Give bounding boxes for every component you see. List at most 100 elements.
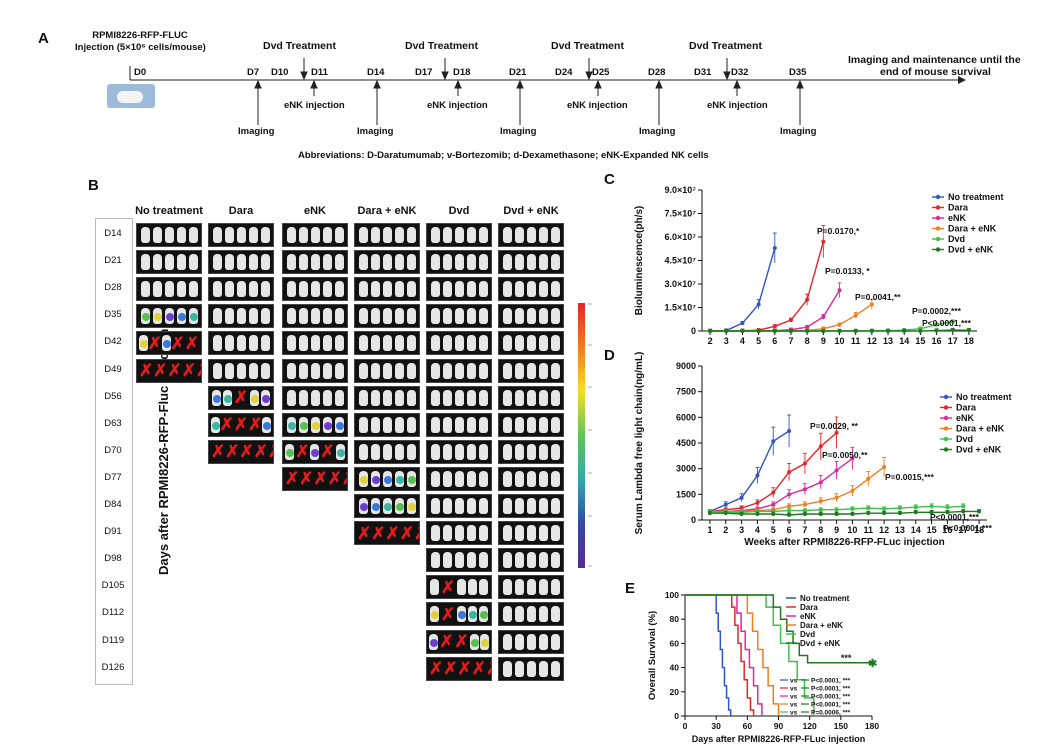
- day-label: D10: [271, 67, 289, 78]
- data-point: [961, 509, 966, 514]
- imaging-cell: [208, 331, 274, 356]
- survival-curve: [685, 594, 872, 664]
- mouse-image: [466, 525, 476, 542]
- deceased-mark: ✗: [342, 470, 347, 487]
- group-header: No treatment: [135, 205, 203, 217]
- day-row-label: D70: [104, 444, 122, 456]
- data-point: [787, 470, 792, 475]
- survival-chart: E 0 20 40 60 80 100 0 30 60 90 120 150 180 Days after …: [625, 580, 879, 744]
- mouse-image: [310, 443, 320, 460]
- mouse-image: [502, 362, 512, 379]
- y-tick-label: 0: [691, 515, 696, 525]
- mouse-image: [335, 443, 345, 460]
- imaging-cell: ✗: [426, 575, 492, 600]
- data-point: [771, 502, 776, 507]
- mouse-image: [286, 389, 296, 406]
- mouse-image: [212, 281, 222, 298]
- day-label: D17: [415, 67, 433, 78]
- mouse-image: [526, 335, 536, 352]
- mouse-image: [188, 308, 198, 325]
- day-row-label: D63: [104, 417, 122, 429]
- mouse-image: [286, 308, 296, 325]
- mouse-image: [430, 227, 440, 244]
- survival-curve: [685, 594, 763, 716]
- imaging-cell: [498, 331, 564, 356]
- x-tick-label: 18: [964, 336, 974, 345]
- y-tick-label: 1.5×10⁷: [665, 303, 697, 313]
- data-point: [869, 302, 874, 307]
- mouse-image: [430, 335, 440, 352]
- data-point: [945, 505, 950, 510]
- mouse-image: [502, 416, 512, 433]
- mouse-image: [550, 389, 560, 406]
- mouse-image: [550, 443, 560, 460]
- mouse-image: [394, 362, 404, 379]
- mouse-image: [176, 254, 186, 271]
- mouse-image: [382, 281, 392, 298]
- mouse-image: [139, 335, 148, 352]
- imaging-cell: [208, 358, 274, 383]
- data-point: [869, 329, 874, 333]
- deceased-mark: ✗: [211, 442, 226, 462]
- mouse-image: [526, 552, 536, 569]
- mouse-image: [370, 254, 380, 271]
- mouse-image: [550, 254, 560, 271]
- data-point: [853, 329, 858, 333]
- mouse-image: [430, 281, 440, 298]
- imaging-cell: [136, 250, 202, 275]
- imaging-cell: [498, 629, 564, 654]
- x-tick-label: 60: [743, 721, 753, 731]
- mouse-image: [514, 660, 524, 677]
- mouse-image: [248, 335, 258, 352]
- mouse-image: [538, 525, 548, 542]
- mouse-image: [224, 227, 234, 244]
- mouse-image: [334, 254, 344, 271]
- deceased-mark: ✗: [457, 659, 472, 679]
- imaging-cell: [282, 223, 348, 248]
- comparison-vs: vs: [790, 710, 798, 717]
- data-point: [961, 504, 966, 509]
- x-tick-label: 14: [911, 525, 921, 535]
- day-row-label: D56: [104, 390, 122, 402]
- imaging-cell: [354, 250, 420, 275]
- mouse-image: [466, 389, 476, 406]
- mouse-image: [310, 335, 320, 352]
- mouse-image: [358, 416, 368, 433]
- data-point: [977, 509, 982, 514]
- mouse-image: [188, 227, 198, 244]
- mouse-image: [466, 498, 476, 515]
- mouse-image: [370, 227, 380, 244]
- mouse-image: [310, 308, 320, 325]
- mouse-image: [310, 389, 320, 406]
- mouse-image: [310, 254, 320, 271]
- imaging-cell: [282, 331, 348, 356]
- mouse-image: [140, 227, 150, 244]
- legend-label: Dara + eNK: [948, 224, 997, 234]
- mouse-image: [502, 281, 512, 298]
- mouse-image: [526, 525, 536, 542]
- data-point: [805, 325, 810, 330]
- mouse-image: [152, 227, 162, 244]
- mouse-image: [260, 362, 270, 379]
- imaging-cell: ✗✗✗✗✗: [136, 358, 202, 383]
- day-label: D25: [592, 67, 610, 78]
- mouse-image: [310, 416, 320, 433]
- data-point: [837, 329, 842, 333]
- imaging-cell: [282, 358, 348, 383]
- mouse-image: [382, 362, 392, 379]
- mouse-image: [222, 389, 232, 406]
- mouse-image: [502, 633, 512, 650]
- imaging-cell: [208, 277, 274, 302]
- mouse-image: [224, 254, 234, 271]
- y-tick-label: 100: [665, 590, 679, 600]
- imaging-cell: [498, 304, 564, 329]
- mouse-image: [370, 470, 380, 487]
- imaging-cell: [136, 223, 202, 248]
- mouse-image: [370, 362, 380, 379]
- mouse-image: [526, 579, 536, 596]
- imaging-cell: [426, 439, 492, 464]
- data-point: [850, 488, 855, 493]
- comparison-vs: vs: [790, 686, 798, 693]
- mouse-image: [286, 281, 296, 298]
- imaging-cell: ✗✗✗✗✗: [208, 439, 274, 464]
